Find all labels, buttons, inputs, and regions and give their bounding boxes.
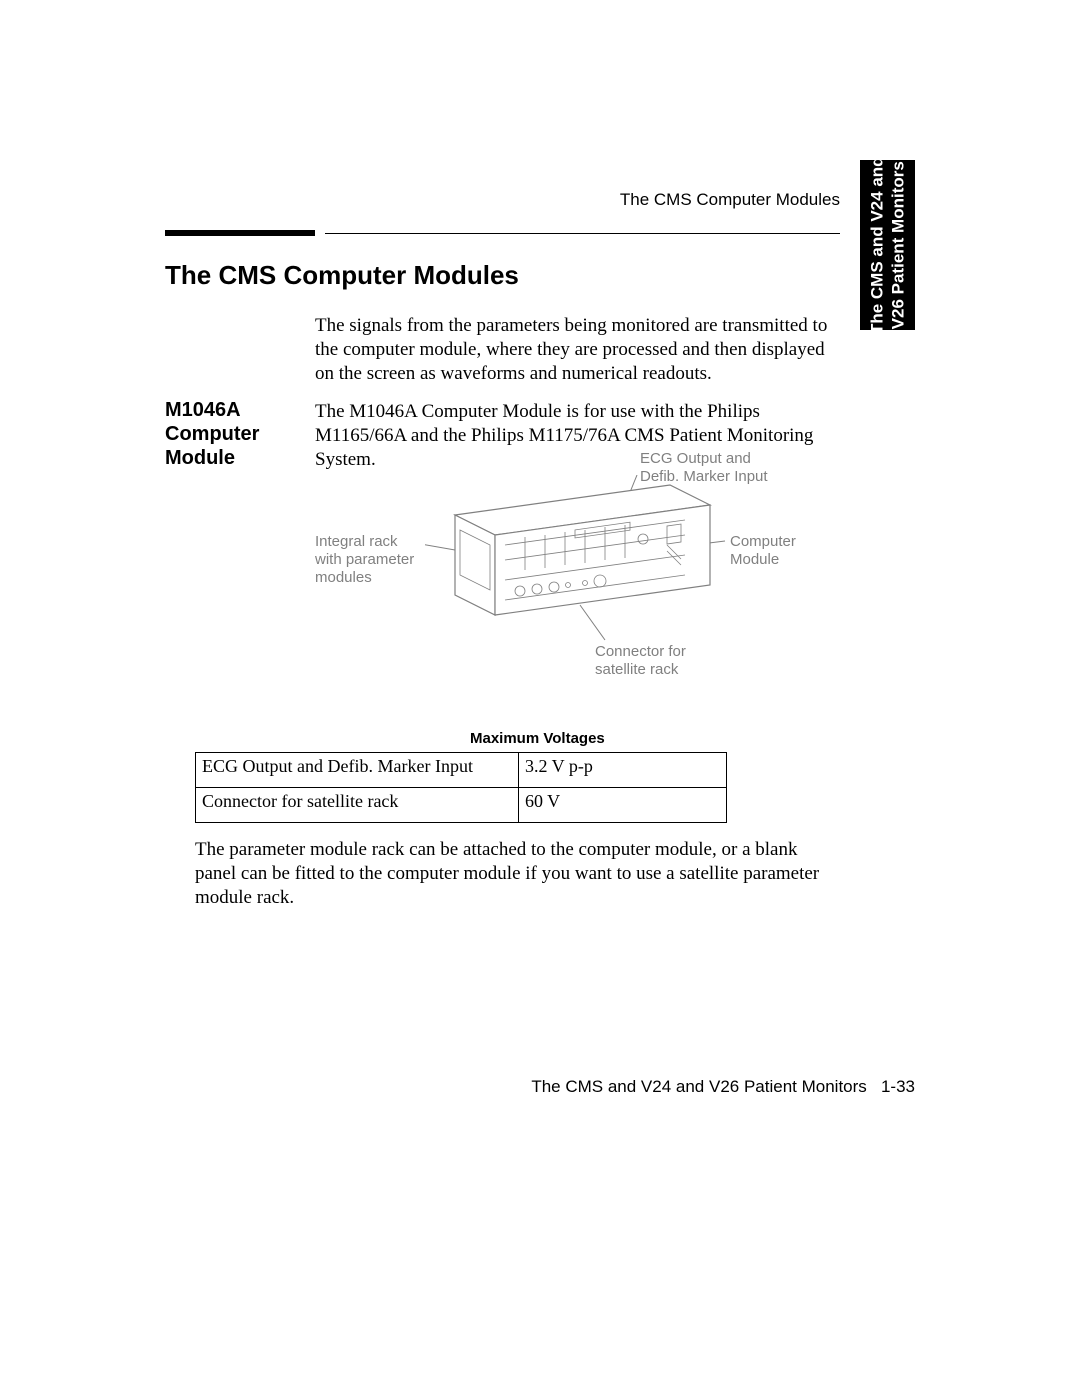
closing-paragraph: The parameter module rack can be attache… bbox=[195, 838, 835, 909]
maximum-voltages-table: ECG Output and Defib. Marker Input 3.2 V… bbox=[195, 752, 727, 823]
subsection-heading: M1046A Computer Module bbox=[165, 398, 295, 470]
side-tab-line2: V26 Patient Monitors bbox=[889, 161, 908, 329]
figure-label-conn-l2: satellite rack bbox=[595, 661, 678, 678]
table-caption: Maximum Voltages bbox=[470, 730, 605, 747]
table-cell-value: 3.2 V p-p bbox=[519, 753, 727, 788]
device-illustration bbox=[425, 475, 755, 655]
table-cell-label: ECG Output and Defib. Marker Input bbox=[196, 753, 519, 788]
figure-label-ecg-l1: ECG Output and bbox=[640, 450, 751, 467]
section-title: The CMS Computer Modules bbox=[165, 260, 519, 291]
page: The CMS Computer Modules The CMS and V24… bbox=[0, 0, 1080, 1397]
table-cell-value: 60 V bbox=[519, 788, 727, 823]
side-tab-line1: The CMS and V24 and bbox=[867, 156, 886, 334]
device-figure: ECG Output and Defib. Marker Input Integ… bbox=[315, 450, 855, 700]
chapter-side-tab: The CMS and V24 and V26 Patient Monitors bbox=[860, 160, 915, 330]
table-cell-label: Connector for satellite rack bbox=[196, 788, 519, 823]
table-row: ECG Output and Defib. Marker Input 3.2 V… bbox=[196, 753, 727, 788]
intro-paragraph: The signals from the parameters being mo… bbox=[315, 314, 845, 385]
figure-label-rack-l3: modules bbox=[315, 569, 372, 586]
figure-label-rack-l1: Integral rack bbox=[315, 533, 398, 550]
figure-label-rack-l2: with parameter bbox=[315, 551, 414, 568]
section-rule-thick bbox=[165, 230, 315, 236]
side-tab-text: The CMS and V24 and V26 Patient Monitors bbox=[866, 156, 909, 334]
footer-text: The CMS and V24 and V26 Patient Monitors bbox=[531, 1077, 866, 1096]
figure-label-rack: Integral rack with parameter modules bbox=[315, 533, 414, 587]
running-head: The CMS Computer Modules bbox=[620, 190, 840, 210]
table-row: Connector for satellite rack 60 V bbox=[196, 788, 727, 823]
footer-page-number: 1-33 bbox=[881, 1077, 915, 1096]
section-rule-thin bbox=[325, 233, 840, 234]
page-footer: The CMS and V24 and V26 Patient Monitors… bbox=[0, 1077, 915, 1097]
